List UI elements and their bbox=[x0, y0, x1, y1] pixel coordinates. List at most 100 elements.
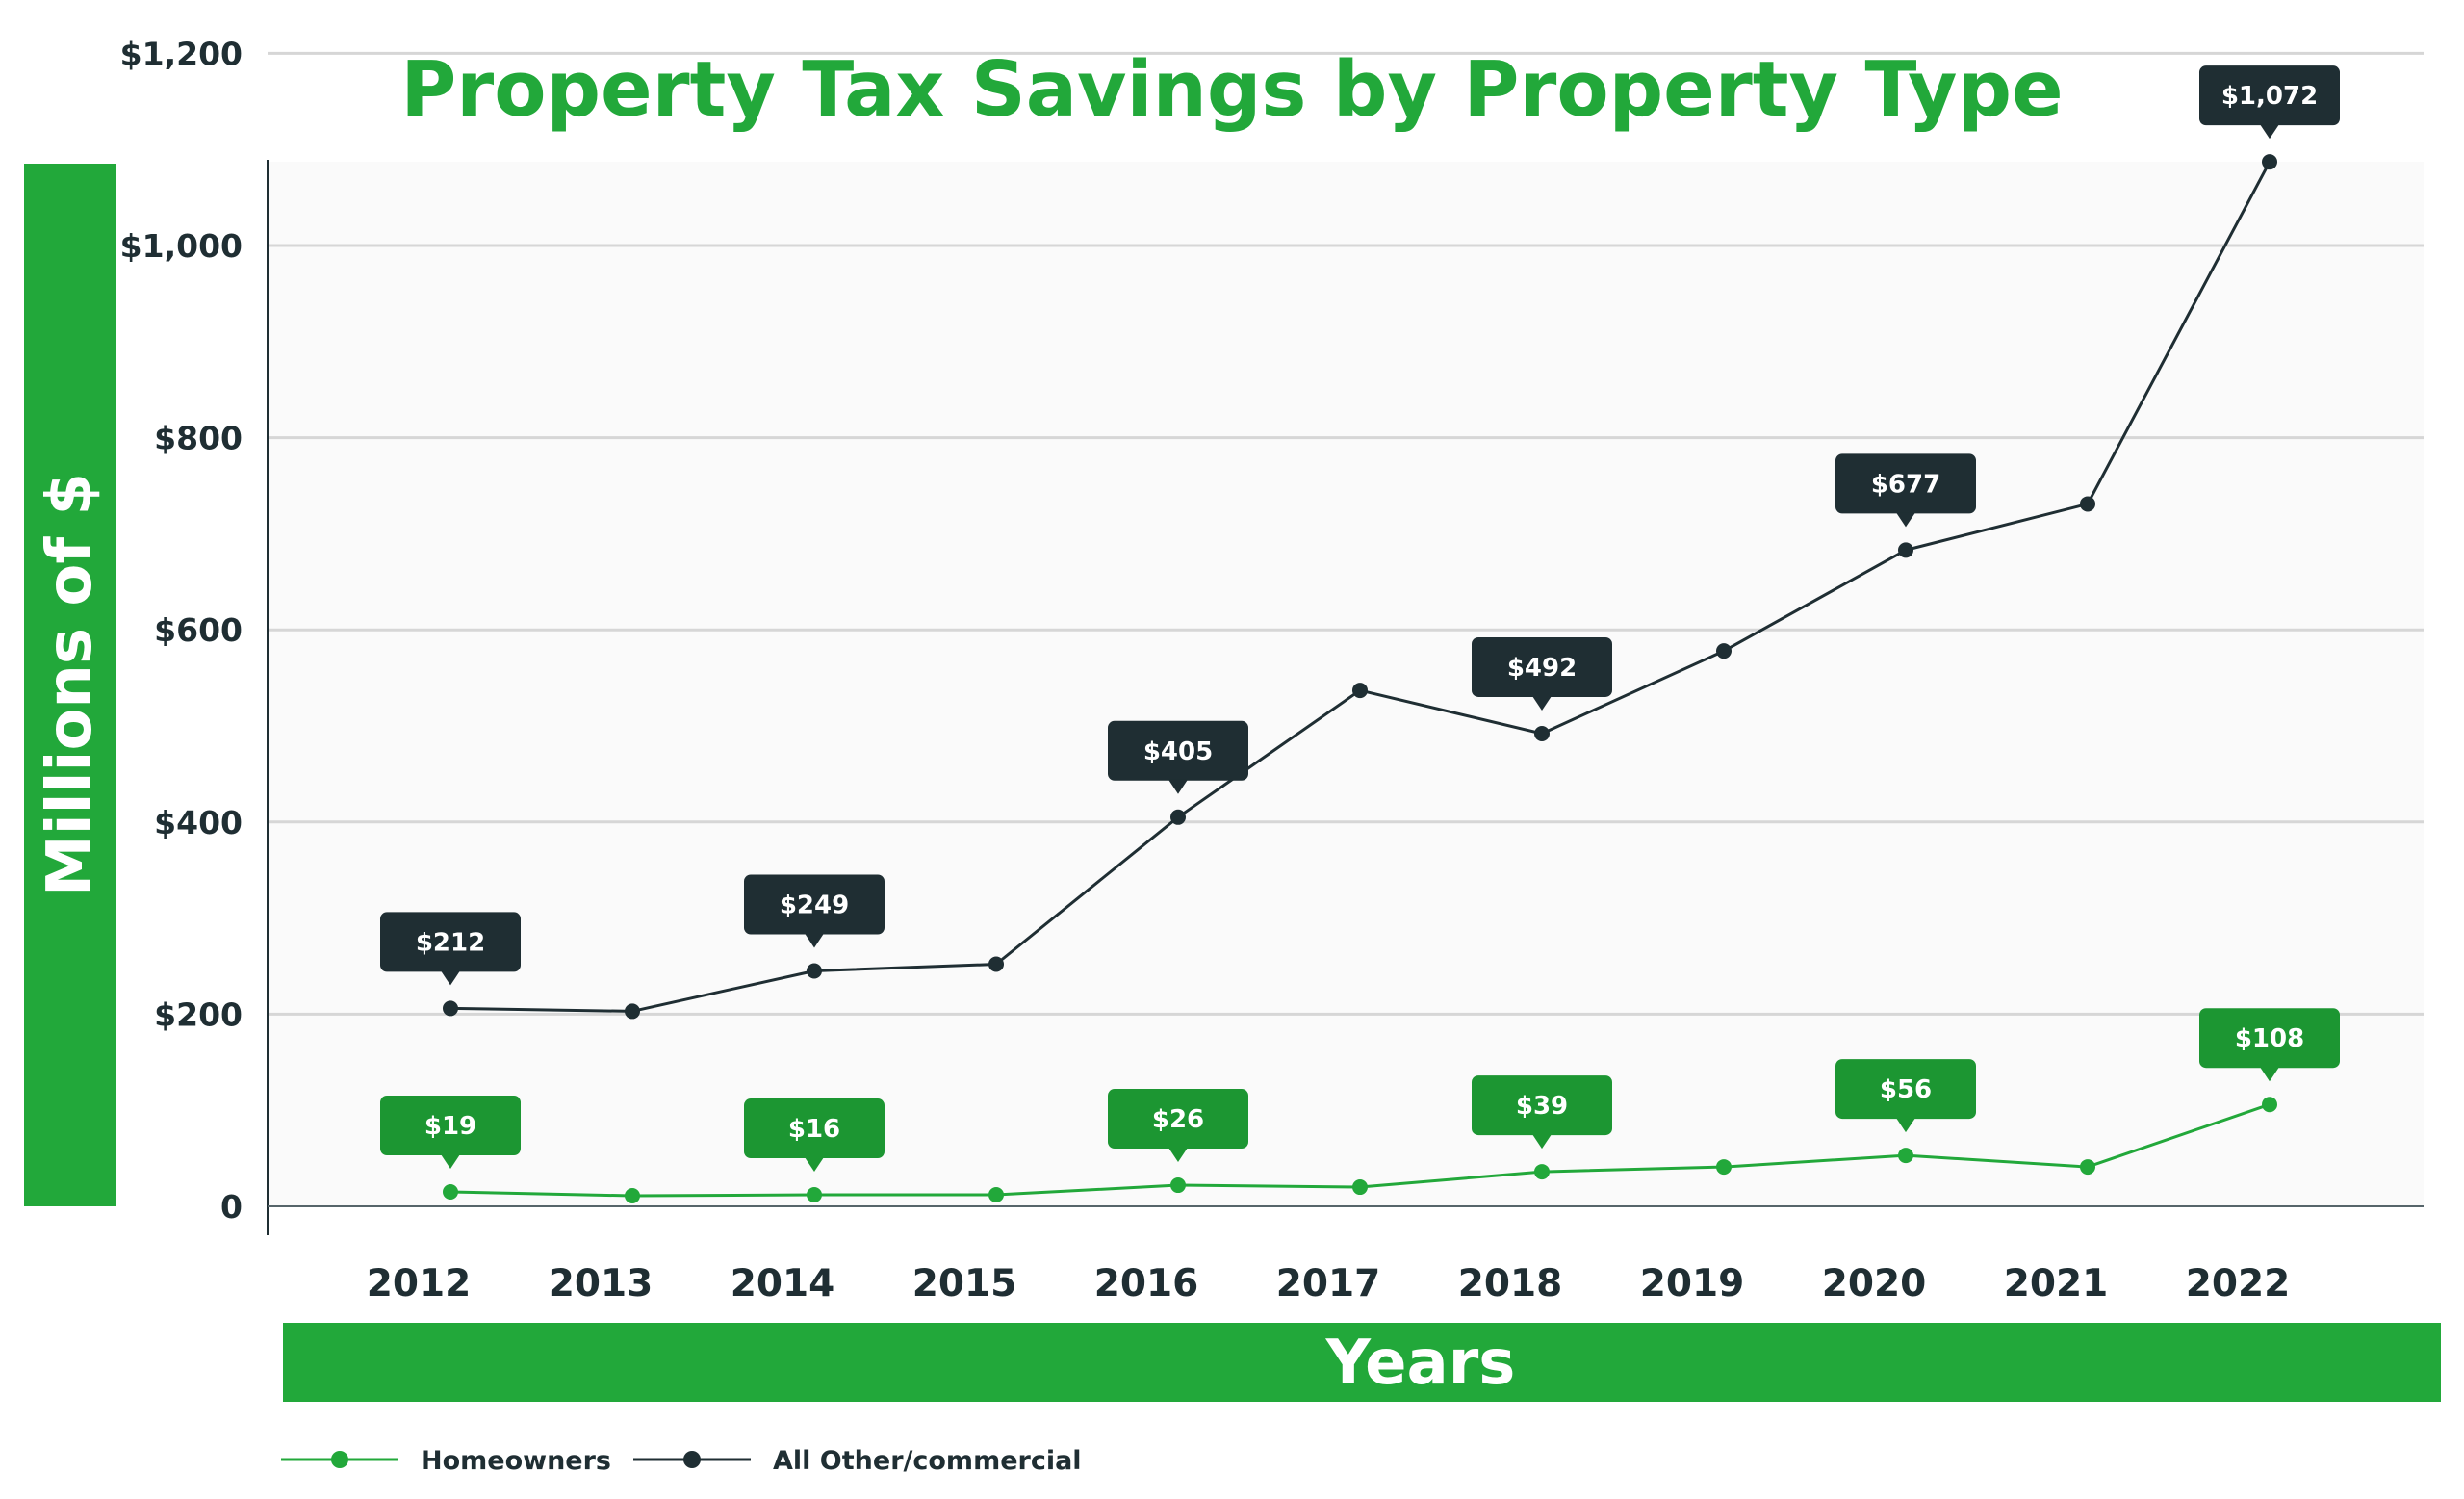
plot-area bbox=[268, 162, 2424, 1206]
legend: Homeowners All Other/commercial bbox=[281, 1446, 1082, 1476]
data-labels: $19 $16 $26 $39 $56 $108 $212 $249 $405 $492 $677 $… bbox=[380, 65, 2340, 1173]
data-point-all-other-commercial bbox=[1534, 725, 1550, 741]
data-point-all-other-commercial bbox=[625, 1003, 640, 1020]
data-label-pointer bbox=[441, 970, 460, 986]
data-point-all-other-commercial bbox=[443, 1000, 458, 1017]
y-axis-band bbox=[24, 164, 116, 1206]
data-label-pointer bbox=[1532, 1134, 1552, 1150]
legend-label-commercial: All Other/commercial bbox=[773, 1446, 1082, 1476]
x-tick-label: 2021 bbox=[2004, 1262, 2109, 1305]
data-label-text: $56 bbox=[1880, 1075, 1932, 1104]
data-label-pointer bbox=[1532, 695, 1552, 711]
data-label-box bbox=[744, 1098, 885, 1159]
data-label-box bbox=[380, 1096, 521, 1156]
data-point-all-other-commercial bbox=[1170, 809, 1186, 825]
data-label-pointer bbox=[1168, 1148, 1188, 1163]
x-tick-label: 2022 bbox=[2186, 1262, 2291, 1305]
x-tick-label: 2018 bbox=[1458, 1262, 1563, 1305]
series-layer bbox=[443, 154, 2277, 1204]
x-tick-label: 2019 bbox=[1640, 1262, 1745, 1305]
data-label-text: $212 bbox=[416, 928, 485, 957]
data-label-text: $1,072 bbox=[2221, 82, 2318, 111]
data-label-homeowners: $39 bbox=[1472, 1075, 1612, 1150]
data-label-pointer bbox=[1896, 512, 1915, 528]
y-tick-label: $1,000 bbox=[120, 227, 243, 265]
data-label-text: $249 bbox=[780, 891, 849, 919]
x-axis-label: Years bbox=[1325, 1328, 1516, 1399]
data-point-all-other-commercial bbox=[807, 963, 822, 979]
data-label-text: $405 bbox=[1143, 737, 1213, 766]
x-tick-labels: 2012 2013 2014 2015 2016 2017 2018 2019 2020 2021… bbox=[367, 1262, 2291, 1305]
data-point-homeowners bbox=[443, 1184, 458, 1201]
x-tick-label: 2015 bbox=[912, 1262, 1017, 1305]
chart-title: Property Tax Savings by Property Type bbox=[400, 45, 2063, 134]
data-label-box bbox=[1472, 636, 1612, 697]
data-label-box bbox=[1108, 1089, 1248, 1150]
x-tick-label: 2017 bbox=[1276, 1262, 1381, 1305]
x-tick-label: 2016 bbox=[1094, 1262, 1199, 1305]
legend-marker-homeowners bbox=[331, 1451, 348, 1468]
data-point-homeowners bbox=[1898, 1148, 1913, 1164]
y-tick-label: $600 bbox=[154, 611, 243, 649]
data-label-pointer bbox=[1896, 1118, 1915, 1133]
data-label-pointer bbox=[441, 1154, 460, 1170]
data-label-box bbox=[1835, 453, 1976, 514]
data-label-all-other-commercial: $677 bbox=[1835, 453, 1976, 528]
data-point-homeowners bbox=[807, 1187, 822, 1203]
data-label-text: $39 bbox=[1516, 1092, 1568, 1121]
data-label-all-other-commercial: $405 bbox=[1108, 720, 1248, 794]
data-point-all-other-commercial bbox=[1898, 542, 1913, 558]
data-label-box bbox=[2199, 1008, 2340, 1069]
x-axis-band bbox=[283, 1323, 2441, 1402]
data-label-pointer bbox=[805, 933, 824, 948]
data-point-homeowners bbox=[1352, 1179, 1368, 1196]
data-point-homeowners bbox=[1534, 1164, 1550, 1180]
data-point-homeowners bbox=[2080, 1159, 2095, 1176]
data-label-pointer bbox=[2260, 124, 2279, 140]
data-label-homeowners: $16 bbox=[744, 1098, 885, 1173]
data-label-homeowners: $26 bbox=[1108, 1089, 1248, 1163]
y-tick-label: 0 bbox=[220, 1188, 243, 1226]
data-label-text: $108 bbox=[2235, 1024, 2304, 1053]
data-label-all-other-commercial: $1,072 bbox=[2199, 65, 2340, 140]
data-point-homeowners bbox=[988, 1187, 1004, 1203]
data-label-box bbox=[1472, 1075, 1612, 1136]
data-label-homeowners: $56 bbox=[1835, 1059, 1976, 1133]
data-label-homeowners: $19 bbox=[380, 1096, 521, 1170]
x-tick-label: 2020 bbox=[1822, 1262, 1927, 1305]
data-point-homeowners bbox=[1170, 1177, 1186, 1194]
data-label-box bbox=[1108, 720, 1248, 781]
data-label-text: $677 bbox=[1871, 470, 1940, 499]
y-tick-label: $800 bbox=[154, 420, 243, 457]
data-label-all-other-commercial: $249 bbox=[744, 874, 885, 948]
y-tick-label: $200 bbox=[154, 995, 243, 1033]
data-label-text: $492 bbox=[1507, 654, 1577, 683]
data-point-all-other-commercial bbox=[2262, 154, 2277, 170]
data-label-all-other-commercial: $492 bbox=[1472, 636, 1612, 711]
data-point-homeowners bbox=[2262, 1097, 2277, 1113]
legend-item-commercial: All Other/commercial bbox=[633, 1446, 1082, 1476]
legend-label-homeowners: Homeowners bbox=[421, 1446, 611, 1476]
data-label-text: $16 bbox=[788, 1115, 840, 1144]
y-axis-label: Millions of $ bbox=[35, 473, 106, 896]
data-point-homeowners bbox=[1716, 1159, 1732, 1176]
y-tick-label: $1,200 bbox=[120, 35, 243, 72]
x-tick-label: 2012 bbox=[367, 1262, 472, 1305]
data-label-text: $26 bbox=[1152, 1105, 1204, 1134]
data-point-all-other-commercial bbox=[988, 956, 1004, 972]
data-point-all-other-commercial bbox=[2080, 496, 2095, 512]
data-label-homeowners: $108 bbox=[2199, 1008, 2340, 1082]
data-label-pointer bbox=[2260, 1067, 2279, 1082]
data-label-box bbox=[380, 912, 521, 972]
legend-marker-commercial bbox=[683, 1451, 701, 1468]
data-label-pointer bbox=[1168, 779, 1188, 794]
data-label-box bbox=[744, 874, 885, 935]
x-tick-label: 2014 bbox=[731, 1262, 835, 1305]
x-tick-label: 2013 bbox=[549, 1262, 654, 1305]
data-point-homeowners bbox=[625, 1188, 640, 1204]
legend-item-homeowners: Homeowners bbox=[281, 1446, 611, 1476]
data-label-box bbox=[2199, 65, 2340, 126]
y-tick-labels: 0 $200 $400 $600 $800 $1,000 $1,200 bbox=[120, 35, 243, 1226]
data-label-all-other-commercial: $212 bbox=[380, 912, 521, 986]
